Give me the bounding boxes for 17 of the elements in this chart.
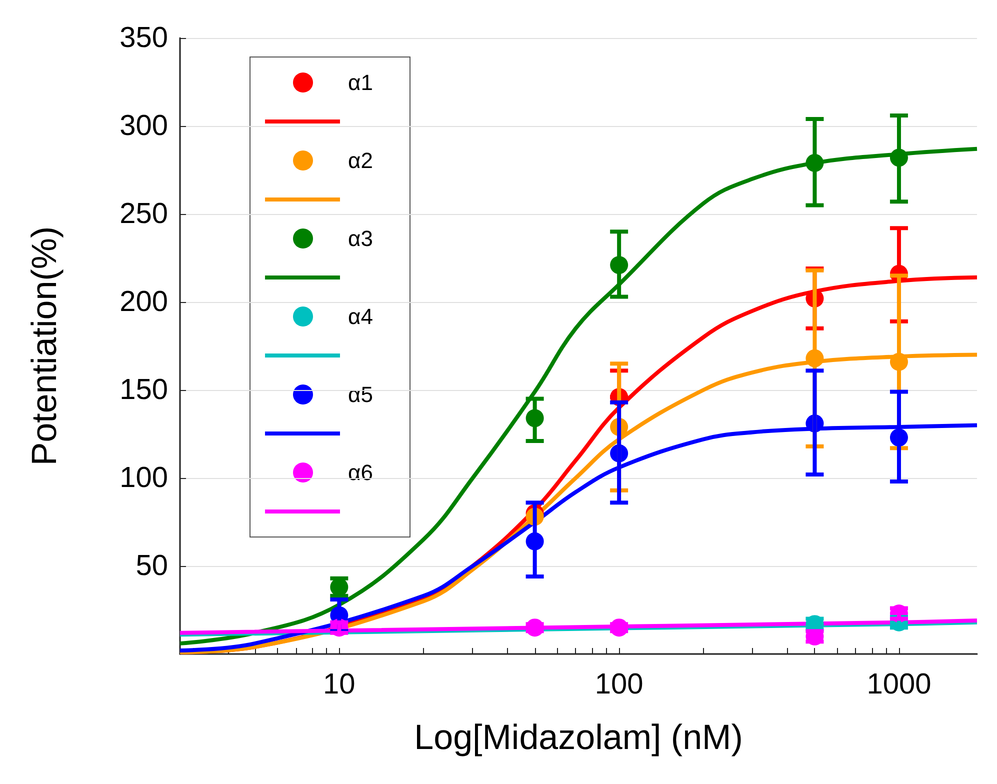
y-tick-label: 300	[120, 110, 168, 142]
y-tick-label: 200	[120, 286, 168, 318]
legend-label: α1	[348, 70, 373, 95]
legend-label: α4	[348, 304, 373, 329]
x-tick-label: 1000	[866, 668, 932, 700]
x-axis-title: Log[Midazolam] (nM)	[414, 718, 743, 757]
y-tick-label: 50	[136, 550, 168, 582]
y-tick-label: 350	[120, 22, 168, 54]
x-tick-label: 10	[323, 668, 356, 700]
y-tick-label: 150	[120, 374, 168, 406]
y-tick-label: 100	[120, 462, 168, 494]
legend-label: α2	[348, 148, 373, 173]
x-tick-label: 100	[594, 668, 644, 700]
y-tick-label: 250	[120, 198, 168, 230]
legend-label: α5	[348, 382, 373, 407]
y-axis-title: Potentiation(%)	[25, 226, 64, 466]
legend-label: α3	[348, 226, 373, 251]
